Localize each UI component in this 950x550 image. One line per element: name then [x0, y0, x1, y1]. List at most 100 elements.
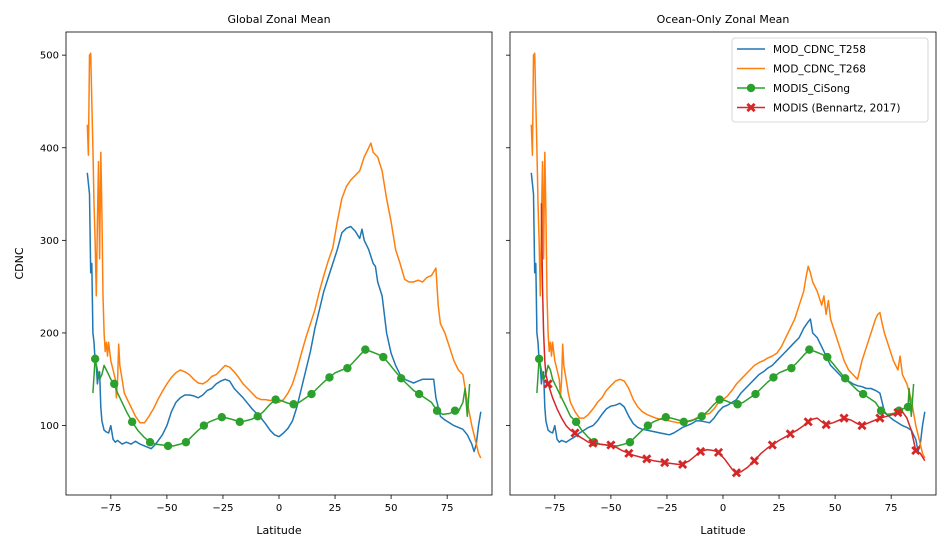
- data-point-modis-cisong: [823, 352, 832, 362]
- data-point-modis-cisong: [217, 413, 227, 422]
- data-point-modis-cisong: [163, 441, 173, 451]
- panel-ocean: Ocean-Only Zonal Mean −75 −50 −25 0 25 50 75 Lat…: [506, 13, 937, 537]
- data-point-modis-cisong: [343, 363, 352, 373]
- data-point-modis-bennartz-2017: [911, 445, 921, 456]
- x-axis-label: Latitude: [700, 524, 746, 537]
- x-tick-label: −50: [600, 503, 621, 514]
- series-line-mod-cdnc-t268: [86, 52, 482, 459]
- data-point-modis-cisong: [432, 406, 442, 415]
- data-point-modis-cisong: [876, 406, 886, 415]
- x-tick-label: 75: [441, 503, 454, 514]
- y-tick-label: 100: [40, 421, 59, 432]
- x-tick-label: −25: [656, 503, 677, 514]
- legend-box: [731, 37, 929, 123]
- series-line-modis-cisong: [92, 348, 471, 447]
- data-point-modis-cisong: [643, 421, 653, 430]
- data-point-modis-cisong: [361, 345, 370, 354]
- series-line-mod-cdnc-t258: [86, 172, 482, 453]
- data-point-modis-cisong: [858, 389, 868, 399]
- legend-item-modis-cisong: MODIS_CiSong: [737, 83, 850, 95]
- data-point-modis-bennartz-2017: [821, 420, 831, 430]
- data-point-modis-bennartz-2017: [678, 459, 688, 470]
- legend-marker: [746, 83, 756, 93]
- data-point-modis-cisong: [181, 438, 191, 447]
- y-tick-label: 200: [40, 328, 59, 339]
- data-point-modis-bennartz-2017: [543, 379, 553, 389]
- legend-label: MODIS_CiSong: [773, 83, 850, 95]
- series-line-modis-bennartz-2017: [540, 203, 926, 474]
- data-point-modis-cisong: [90, 354, 100, 364]
- data-point-modis-bennartz-2017: [731, 468, 742, 478]
- series-line-mod-cdnc-t258: [530, 172, 926, 453]
- data-point-modis-cisong: [661, 413, 671, 422]
- legend: MOD_CDNC_T258 MOD_CDNC_T268 MODIS_CiSong MO…: [731, 37, 929, 123]
- plot-title: Ocean-Only Zonal Mean: [657, 13, 790, 26]
- data-point-modis-cisong: [679, 417, 688, 427]
- data-point-modis-bennartz-2017: [624, 448, 634, 458]
- data-point-modis-bennartz-2017: [713, 447, 724, 457]
- data-point-modis-cisong: [199, 421, 209, 430]
- x-tick-label: −75: [544, 503, 565, 514]
- x-tick-label: 50: [385, 503, 398, 514]
- data-point-modis-cisong: [289, 400, 298, 409]
- data-point-modis-cisong: [751, 389, 760, 399]
- data-point-modis-cisong: [325, 373, 334, 382]
- data-point-modis-bennartz-2017: [875, 413, 885, 423]
- data-point-modis-bennartz-2017: [695, 446, 706, 457]
- data-point-modis-cisong: [450, 406, 460, 415]
- data-point-modis-cisong: [127, 417, 137, 427]
- x-tick-label: 50: [829, 503, 842, 514]
- data-point-modis-cisong: [769, 373, 778, 382]
- x-tick-label: 75: [885, 503, 898, 514]
- data-point-modis-bennartz-2017: [749, 456, 759, 466]
- y-tick-label: 300: [40, 236, 59, 247]
- data-point-modis-cisong: [396, 374, 406, 383]
- y-axis-label: CDNC: [13, 247, 26, 279]
- panel-global: Global Zonal Mean −75 −50 −25 0 25 50 75 100 200 3…: [13, 13, 493, 537]
- legend-item-modis-bennartz-2017: MODIS (Bennartz, 2017): [737, 103, 900, 115]
- data-point-modis-bennartz-2017: [660, 458, 670, 468]
- data-point-modis-cisong: [414, 389, 424, 399]
- data-point-modis-cisong: [840, 374, 850, 383]
- data-point-modis-bennartz-2017: [767, 440, 777, 450]
- y-tick-label: 400: [40, 143, 59, 154]
- data-point-modis-cisong: [145, 438, 155, 447]
- legend-marker: [746, 102, 756, 113]
- data-point-modis-cisong: [571, 417, 581, 427]
- data-point-modis-cisong: [235, 417, 244, 427]
- data-point-modis-bennartz-2017: [839, 413, 849, 423]
- data-point-modis-cisong: [110, 379, 119, 389]
- data-point-modis-bennartz-2017: [803, 417, 813, 427]
- data-point-modis-cisong: [805, 345, 814, 354]
- data-point-modis-cisong: [379, 352, 388, 362]
- data-point-modis-bennartz-2017: [606, 440, 616, 450]
- data-point-modis-bennartz-2017: [857, 420, 867, 431]
- x-tick-label: −25: [212, 503, 233, 514]
- axes-frame: [65, 31, 493, 496]
- y-tick-label: 500: [40, 51, 59, 62]
- legend-label: MODIS (Bennartz, 2017): [773, 103, 900, 115]
- data-point-modis-cisong: [253, 412, 262, 421]
- data-point-modis-cisong: [534, 354, 544, 364]
- data-point-modis-bennartz-2017: [893, 407, 903, 418]
- data-point-modis-bennartz-2017: [785, 429, 795, 439]
- data-point-modis-cisong: [733, 400, 742, 409]
- data-point-modis-cisong: [715, 395, 724, 404]
- data-point-modis-cisong: [697, 412, 706, 421]
- series-group: [530, 52, 926, 478]
- plot-title: Global Zonal Mean: [227, 13, 330, 26]
- legend-label: MOD_CDNC_T268: [773, 64, 866, 76]
- data-point-modis-bennartz-2017: [642, 454, 652, 464]
- data-point-modis-bennartz-2017: [570, 428, 580, 438]
- data-point-modis-cisong: [787, 363, 796, 373]
- legend-item-mod-cdnc-t258: MOD_CDNC_T258: [737, 44, 866, 56]
- x-tick-label: 25: [329, 503, 342, 514]
- legend-item-mod-cdnc-t268: MOD_CDNC_T268: [737, 64, 866, 76]
- x-tick-label: 0: [276, 503, 282, 514]
- data-point-modis-bennartz-2017: [588, 438, 598, 448]
- x-tick-label: −75: [100, 503, 121, 514]
- data-point-modis-cisong: [271, 395, 280, 404]
- x-axis-label: Latitude: [256, 524, 302, 537]
- x-tick-label: 25: [773, 503, 786, 514]
